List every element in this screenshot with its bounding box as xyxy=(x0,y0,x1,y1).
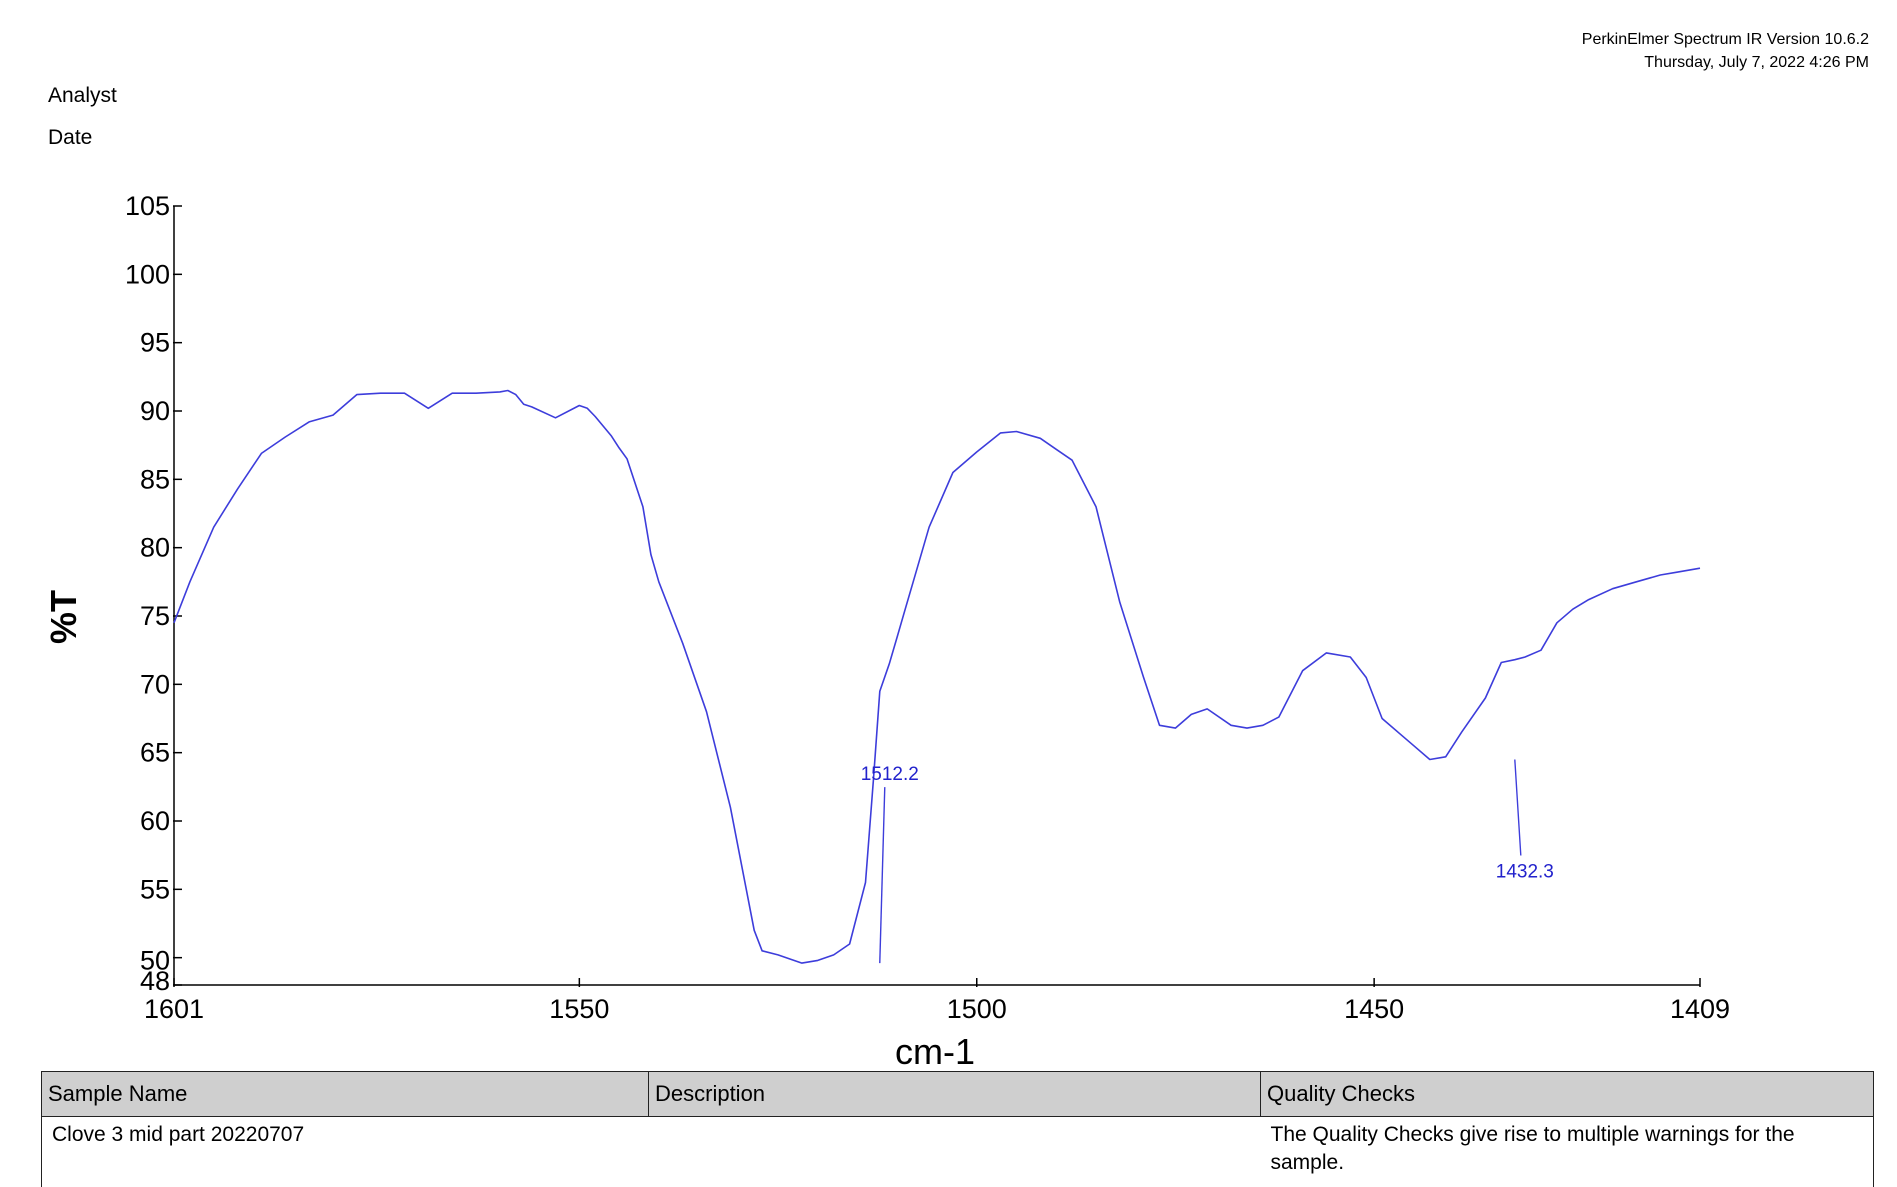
column-header-quality-checks: Quality Checks xyxy=(1260,1071,1874,1117)
peak-annotation: 1512.2 xyxy=(861,764,919,964)
sample-name-cell: Clove 3 mid part 20220707 xyxy=(41,1116,649,1187)
analyst-label: Analyst xyxy=(48,84,117,107)
table-header-row: Sample Name Description Quality Checks xyxy=(41,1071,1874,1117)
date-label: Date xyxy=(48,126,93,149)
peak-leader-line xyxy=(1514,759,1522,856)
description-cell xyxy=(648,1116,1261,1187)
x-tick-label: 1450 xyxy=(1344,994,1404,1024)
column-header-sample-name: Sample Name xyxy=(41,1071,649,1117)
y-tick-label: 60 xyxy=(140,806,170,836)
y-tick-label: 95 xyxy=(140,328,170,358)
y-tick-label: 85 xyxy=(140,464,170,494)
x-tick-label: 1409 xyxy=(1670,994,1730,1024)
report-header-info: PerkinElmer Spectrum IR Version 10.6.2 T… xyxy=(1582,28,1869,74)
y-tick-label: 90 xyxy=(140,396,170,426)
x-tick-label: 1550 xyxy=(549,994,609,1024)
y-tick-label: 55 xyxy=(140,874,170,904)
chart-series-layer xyxy=(173,389,1701,964)
x-axis-label: cm-1 xyxy=(895,1031,975,1070)
column-header-description: Description xyxy=(648,1071,1261,1117)
quality-checks-cell: The Quality Checks give rise to multiple… xyxy=(1260,1116,1874,1187)
y-tick-label: 70 xyxy=(140,669,170,699)
peak-leader-line xyxy=(879,787,886,964)
y-tick-label: 48 xyxy=(140,966,170,996)
report-datetime-text: Thursday, July 7, 2022 4:26 PM xyxy=(1644,54,1869,71)
peak-label: 1512.2 xyxy=(861,764,919,785)
y-axis-label: %T xyxy=(43,590,84,644)
peak-label: 1432.3 xyxy=(1496,862,1554,883)
chart-annotations: 1512.2 1432.3 xyxy=(861,759,1554,964)
y-tick-label: 50 xyxy=(140,946,170,976)
spectrum-line xyxy=(173,389,1701,964)
y-tick-label: 65 xyxy=(140,738,170,768)
table-row: Clove 3 mid part 20220707 The Quality Ch… xyxy=(41,1116,1874,1187)
y-tick-label: 105 xyxy=(125,191,170,221)
sample-info-table: Sample Name Description Quality Checks C… xyxy=(41,1071,1874,1187)
y-tick-label: 100 xyxy=(125,259,170,289)
x-tick-label: 1601 xyxy=(144,994,204,1024)
software-version-text: PerkinElmer Spectrum IR Version 10.6.2 xyxy=(1581,31,1869,48)
y-tick-label: 80 xyxy=(140,533,170,563)
peak-annotation: 1432.3 xyxy=(1496,759,1554,883)
y-tick-label: 75 xyxy=(140,601,170,631)
x-tick-label: 1500 xyxy=(947,994,1007,1024)
